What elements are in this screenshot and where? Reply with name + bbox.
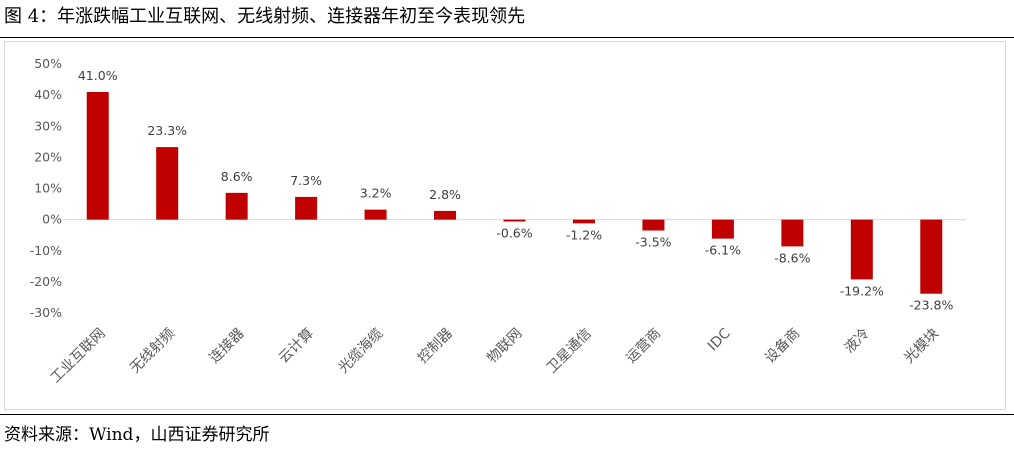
data-label: -6.1%: [705, 243, 741, 258]
bar: [156, 147, 179, 220]
data-label: 3.2%: [360, 186, 392, 201]
bar: [920, 219, 943, 294]
title-rule: [0, 37, 1014, 38]
data-label: 23.3%: [147, 123, 187, 138]
bar: [642, 219, 665, 231]
figure-title: 图 4：年涨跌幅工业互联网、无线射频、连接器年初至今表现领先: [4, 6, 526, 27]
source-note: 资料来源：Wind，山西证券研究所: [4, 425, 270, 445]
y-tick-label: 10%: [34, 181, 62, 196]
data-label: 8.6%: [221, 169, 253, 184]
y-tick-label: -30%: [30, 305, 62, 320]
category-label: 液冷: [842, 326, 873, 357]
y-tick-label: 40%: [34, 87, 62, 102]
category-label: 工业互联网: [48, 326, 109, 387]
bar: [572, 219, 595, 224]
bar: [295, 196, 318, 220]
category-label: 连接器: [206, 325, 248, 367]
category-label: 无线射频: [127, 326, 178, 377]
category-label: 控制器: [415, 326, 456, 367]
bar: [364, 209, 387, 220]
data-label: -19.2%: [840, 283, 884, 298]
category-label: 物联网: [484, 326, 525, 367]
bar: [225, 192, 248, 220]
data-label: -0.6%: [496, 225, 532, 240]
bar-chart: 50% 40% 30% 20% 10% 0% -10% -20% -30% 41.0% 工业互联网 2…: [30, 56, 966, 387]
category-label: 运营商: [623, 326, 664, 367]
y-tick-label: 50%: [34, 56, 62, 71]
category-label: 卫星通信: [544, 326, 595, 377]
bar: [86, 92, 109, 220]
y-tick-label: 0%: [42, 212, 62, 227]
bar: [850, 219, 873, 280]
y-tick-label: -10%: [30, 243, 62, 258]
bar: [503, 219, 526, 222]
category-label: 设备商: [761, 325, 803, 367]
data-label: -1.2%: [566, 227, 602, 242]
bar: [434, 210, 457, 220]
category-label: 光缆海缆: [335, 326, 386, 377]
category-label: 云计算: [276, 326, 317, 367]
category-label: 光模块: [901, 326, 942, 367]
data-label: -23.8%: [909, 298, 953, 313]
y-tick-label: -20%: [30, 274, 62, 289]
bar: [781, 219, 804, 247]
chart-frame: [4, 41, 1006, 410]
data-label: -8.6%: [774, 250, 810, 265]
data-label: -3.5%: [635, 235, 671, 250]
y-tick-label: 20%: [34, 149, 62, 164]
source-rule: [0, 414, 1014, 415]
category-label: IDC: [705, 325, 734, 354]
data-label: 7.3%: [290, 173, 322, 188]
bar: [711, 219, 734, 239]
data-label: 41.0%: [78, 68, 118, 83]
y-tick-label: 30%: [34, 118, 62, 133]
data-label: 2.8%: [429, 187, 461, 202]
